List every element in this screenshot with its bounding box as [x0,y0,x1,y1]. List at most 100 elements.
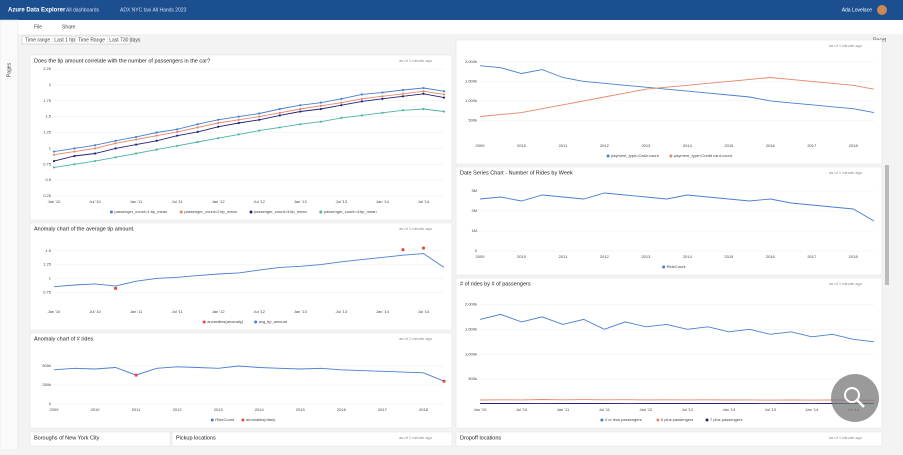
legend-label: anomalies(anomaly) [207,319,244,324]
data-point [217,126,219,128]
data-point [340,98,342,100]
panel-updated: as of 1 minute ago [829,435,863,440]
data-point [114,140,116,142]
data-point [443,110,445,112]
scrollbar[interactable] [885,165,889,285]
legend-swatch [669,155,672,158]
x-tick-label: 2016 [766,254,776,259]
legend-swatch [706,419,709,422]
data-point [135,138,137,140]
x-tick-label: Jan '11 [557,407,570,412]
x-tick-label: 2010 [517,254,527,259]
x-tick-label: Jan '10 [48,199,62,204]
data-point [73,155,75,157]
file-button[interactable]: File [34,24,42,30]
data-point [279,108,281,110]
avatar[interactable] [877,5,887,15]
data-point [197,126,199,128]
data-point [279,112,281,114]
y-tick-label: 2M [471,208,477,213]
legend-swatch [656,419,659,422]
x-tick-label: 2013 [214,407,224,412]
x-tick-label: 2009 [476,254,486,259]
panel-title: Pickup locations [176,435,216,441]
data-point [258,129,260,131]
zoom-icon [831,374,879,422]
y-tick-label: 1,000k [465,98,477,103]
legend-swatch [110,211,113,214]
data-point [73,150,75,152]
data-point [238,122,240,124]
panel-updated: as of 1 minute ago [399,336,433,341]
x-tick-label: Jan '10 [48,309,62,314]
y-tick-label: 0.75 [43,289,52,294]
data-point [422,246,425,249]
x-tick-label: 2011 [559,143,568,148]
y-tick-label: 3M [471,188,477,193]
y-tick-label: 0.75 [43,161,52,166]
panel [30,333,452,428]
data-point [156,140,158,142]
panel-title: Date Series Chart - Number of Rides by W… [460,170,573,176]
x-tick-label: 2018 [849,254,859,259]
share-button[interactable]: Share [62,24,76,30]
filter-label[interactable]: Time Range : Last 730 days [78,37,141,43]
data-point [135,136,137,138]
data-point [238,133,240,135]
x-tick-label: 2018 [419,407,429,412]
data-point [340,104,342,106]
x-tick-label: Jan '14 [805,407,819,412]
y-tick-label: 1M [471,228,477,233]
pages-label[interactable]: Pages [6,62,12,77]
data-point [361,114,363,116]
data-point [135,143,137,145]
x-tick-label: Jan '12 [212,199,226,204]
legend-swatch [180,211,183,214]
x-tick-label: 2016 [766,143,776,148]
data-point [381,95,383,97]
panel-updated: as of 1 minute ago [399,58,433,63]
data-point [381,91,383,93]
legend-swatch [211,419,214,422]
x-tick-label: 2013 [641,254,651,259]
data-point [299,108,301,110]
legend-label: 7 plus passengers [710,417,742,422]
breadcrumb[interactable]: ADX NYC taxi All Hands 2023 [120,7,187,13]
y-tick-label: 1,500k [465,78,477,83]
x-tick-label: 2013 [641,143,651,148]
legend-swatch [203,321,206,324]
x-tick-label: 2010 [517,143,527,148]
data-point [422,93,424,95]
data-point [279,114,281,116]
legend-label: payment_type=Cash.count [611,153,660,158]
panel [30,55,452,220]
data-point [443,93,445,95]
x-tick-label: Jul '10 [89,309,101,314]
data-point [402,93,404,95]
data-point [73,163,75,165]
data-point [53,154,55,156]
panel-title: Does the tip amount correlate with the n… [34,58,210,64]
data-point [114,147,116,149]
x-tick-label: Jul '13 [765,407,777,412]
data-point [258,112,260,114]
x-tick-label: 2017 [807,143,817,148]
data-point [381,98,383,100]
y-tick-label: 1,000k [465,351,477,356]
x-tick-label: Jul '12 [254,199,266,204]
x-tick-label: Jul '12 [254,309,266,314]
user-name[interactable]: Ada Lovelace [842,7,873,13]
x-tick-label: 2015 [724,254,734,259]
panel-title: Boroughs of New York City [34,435,100,441]
data-point [217,122,219,124]
sidebar [0,20,18,450]
x-tick-label: 2011 [559,254,568,259]
legend-swatch [241,419,244,422]
x-tick-label: 2017 [378,407,388,412]
filter-label[interactable]: Time range : Last 1 hour [25,37,80,43]
legend-swatch [662,266,665,269]
data-point [197,131,199,133]
breadcrumb[interactable]: All dashboards [66,7,100,13]
data-point [135,152,137,154]
app-name[interactable]: Azure Data Explorer [8,8,66,14]
